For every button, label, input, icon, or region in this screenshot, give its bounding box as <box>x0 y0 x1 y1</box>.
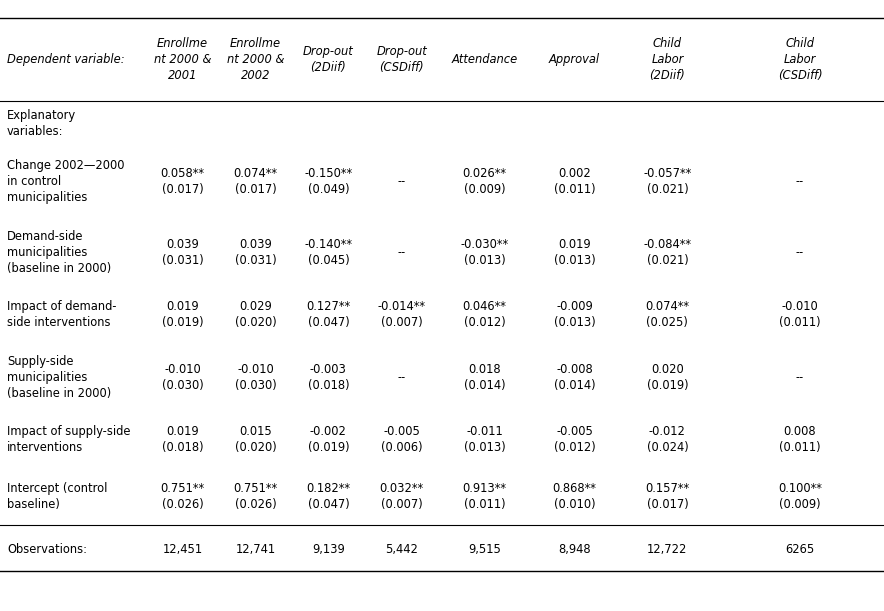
Text: 0.751**
(0.026): 0.751** (0.026) <box>233 482 278 511</box>
Text: Enrollme
nt 2000 &
2002: Enrollme nt 2000 & 2002 <box>226 37 285 82</box>
Text: 0.015
(0.020): 0.015 (0.020) <box>234 425 277 454</box>
Text: 0.058**
(0.017): 0.058** (0.017) <box>161 167 204 196</box>
Text: 0.032**
(0.007): 0.032** (0.007) <box>380 482 423 511</box>
Text: 0.074**
(0.025): 0.074** (0.025) <box>645 300 690 329</box>
Text: -0.010
(0.030): -0.010 (0.030) <box>234 363 277 392</box>
Text: -0.005
(0.012): -0.005 (0.012) <box>553 425 596 454</box>
Text: -0.002
(0.019): -0.002 (0.019) <box>308 425 349 454</box>
Text: Demand-side
municipalities
(baseline in 2000): Demand-side municipalities (baseline in … <box>7 230 111 274</box>
Text: Enrollme
nt 2000 &
2001: Enrollme nt 2000 & 2001 <box>154 37 211 82</box>
Text: 0.019
(0.013): 0.019 (0.013) <box>553 238 596 266</box>
Text: 0.002
(0.011): 0.002 (0.011) <box>553 167 596 196</box>
Text: Intercept (control
baseline): Intercept (control baseline) <box>7 482 108 511</box>
Text: -0.010
(0.030): -0.010 (0.030) <box>162 363 203 392</box>
Text: 12,451: 12,451 <box>163 543 202 556</box>
Text: -0.140**
(0.045): -0.140** (0.045) <box>304 238 353 266</box>
Text: Child
Labor
(2Diif): Child Labor (2Diif) <box>650 37 685 82</box>
Text: 9,515: 9,515 <box>468 543 501 556</box>
Text: Explanatory
variables:: Explanatory variables: <box>7 109 76 138</box>
Text: -0.009
(0.013): -0.009 (0.013) <box>553 300 596 329</box>
Text: 0.751**
(0.026): 0.751** (0.026) <box>161 482 204 511</box>
Text: -0.010
(0.011): -0.010 (0.011) <box>779 300 821 329</box>
Text: -0.011
(0.013): -0.011 (0.013) <box>463 425 506 454</box>
Text: --: -- <box>398 246 406 258</box>
Text: Dependent variable:: Dependent variable: <box>7 53 125 66</box>
Text: Observations:: Observations: <box>7 543 87 556</box>
Text: 0.018
(0.014): 0.018 (0.014) <box>463 363 506 392</box>
Text: 12,722: 12,722 <box>647 543 688 556</box>
Text: Change 2002—2000
in control
municipalities: Change 2002—2000 in control municipaliti… <box>7 159 125 204</box>
Text: 0.182**
(0.047): 0.182** (0.047) <box>307 482 350 511</box>
Text: -0.012
(0.024): -0.012 (0.024) <box>646 425 689 454</box>
Text: 8,948: 8,948 <box>559 543 591 556</box>
Text: 6265: 6265 <box>785 543 815 556</box>
Text: 5,442: 5,442 <box>385 543 418 556</box>
Text: 0.008
(0.011): 0.008 (0.011) <box>779 425 821 454</box>
Text: Child
Labor
(CSDiff): Child Labor (CSDiff) <box>778 37 822 82</box>
Text: --: -- <box>796 246 804 258</box>
Text: 0.913**
(0.011): 0.913** (0.011) <box>462 482 507 511</box>
Text: -0.014**
(0.007): -0.014** (0.007) <box>377 300 426 329</box>
Text: 0.039
(0.031): 0.039 (0.031) <box>162 238 203 266</box>
Text: 0.046**
(0.012): 0.046** (0.012) <box>462 300 507 329</box>
Text: 0.157**
(0.017): 0.157** (0.017) <box>645 482 690 511</box>
Text: 0.020
(0.019): 0.020 (0.019) <box>646 363 689 392</box>
Text: -0.005
(0.006): -0.005 (0.006) <box>381 425 423 454</box>
Text: 0.100**
(0.009): 0.100** (0.009) <box>778 482 822 511</box>
Text: 0.019
(0.019): 0.019 (0.019) <box>162 300 203 329</box>
Text: 0.029
(0.020): 0.029 (0.020) <box>234 300 277 329</box>
Text: Impact of demand-
side interventions: Impact of demand- side interventions <box>7 300 117 329</box>
Text: 0.127**
(0.047): 0.127** (0.047) <box>307 300 350 329</box>
Text: 0.019
(0.018): 0.019 (0.018) <box>162 425 203 454</box>
Text: Drop-out
(2Diif): Drop-out (2Diif) <box>303 45 354 74</box>
Text: -0.084**
(0.021): -0.084** (0.021) <box>644 238 691 266</box>
Text: -0.057**
(0.021): -0.057** (0.021) <box>644 167 691 196</box>
Text: 0.026**
(0.009): 0.026** (0.009) <box>462 167 507 196</box>
Text: 0.868**
(0.010): 0.868** (0.010) <box>552 482 597 511</box>
Text: Impact of supply-side
interventions: Impact of supply-side interventions <box>7 425 131 454</box>
Text: --: -- <box>796 371 804 384</box>
Text: 0.074**
(0.017): 0.074** (0.017) <box>233 167 278 196</box>
Text: -0.008
(0.014): -0.008 (0.014) <box>553 363 596 392</box>
Text: --: -- <box>398 371 406 384</box>
Text: --: -- <box>398 175 406 188</box>
Text: Supply-side
municipalities
(baseline in 2000): Supply-side municipalities (baseline in … <box>7 355 111 400</box>
Text: Drop-out
(CSDiff): Drop-out (CSDiff) <box>377 45 427 74</box>
Text: -0.003
(0.018): -0.003 (0.018) <box>308 363 349 392</box>
Text: -0.030**
(0.013): -0.030** (0.013) <box>461 238 508 266</box>
Text: Approval: Approval <box>549 53 600 66</box>
Text: 0.039
(0.031): 0.039 (0.031) <box>234 238 277 266</box>
Text: Attendance: Attendance <box>452 53 517 66</box>
Text: --: -- <box>796 175 804 188</box>
Text: 12,741: 12,741 <box>235 543 276 556</box>
Text: -0.150**
(0.049): -0.150** (0.049) <box>304 167 353 196</box>
Text: 9,139: 9,139 <box>312 543 345 556</box>
